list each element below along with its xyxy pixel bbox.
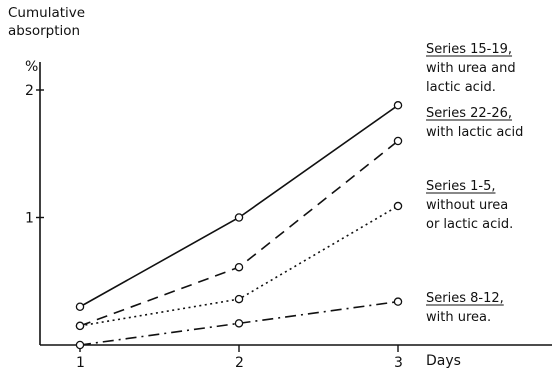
y-tick-label: 2 bbox=[25, 83, 34, 99]
data-point bbox=[234, 213, 244, 222]
y-axis-title-line1: Cumulative bbox=[8, 5, 85, 21]
data-point bbox=[234, 294, 244, 304]
series-line-1 bbox=[79, 104, 399, 308]
data-point bbox=[75, 321, 85, 331]
data-point bbox=[393, 101, 403, 110]
series-label-description: lactic acid. bbox=[426, 80, 496, 95]
x-tick-label: 3 bbox=[394, 355, 403, 371]
data-point bbox=[393, 297, 403, 306]
data-point bbox=[75, 302, 85, 311]
series-label-name: Series 15-19, bbox=[426, 42, 512, 57]
data-points bbox=[75, 101, 403, 350]
x-tick-label: 2 bbox=[235, 355, 244, 371]
data-point bbox=[393, 136, 403, 146]
series-labels: Series 15-19, with urea and lactic acid. Se… bbox=[426, 42, 523, 325]
x-axis-title: Days bbox=[426, 353, 461, 369]
series-line-4 bbox=[79, 300, 399, 346]
y-tick-label: 1 bbox=[25, 211, 34, 227]
series-label-description: or lactic acid. bbox=[426, 217, 513, 232]
series-label-description: with urea and bbox=[426, 61, 516, 76]
series-label-name: Series 8-12, bbox=[426, 291, 504, 306]
y-axis-unit: % bbox=[25, 59, 38, 75]
series-label-description: with lactic acid bbox=[426, 125, 523, 140]
data-point bbox=[234, 319, 244, 328]
data-point bbox=[393, 201, 403, 211]
series-label-name: Series 1-5, bbox=[426, 179, 495, 194]
data-point bbox=[234, 262, 244, 272]
series-label-description: without urea bbox=[426, 198, 508, 213]
series-lines bbox=[79, 104, 399, 346]
series-label-name: Series 22-26, bbox=[426, 106, 512, 121]
data-point bbox=[75, 340, 85, 350]
y-axis-title-line2: absorption bbox=[8, 23, 80, 39]
series-label-description: with urea. bbox=[426, 310, 491, 325]
x-tick-label: 1 bbox=[76, 355, 85, 371]
